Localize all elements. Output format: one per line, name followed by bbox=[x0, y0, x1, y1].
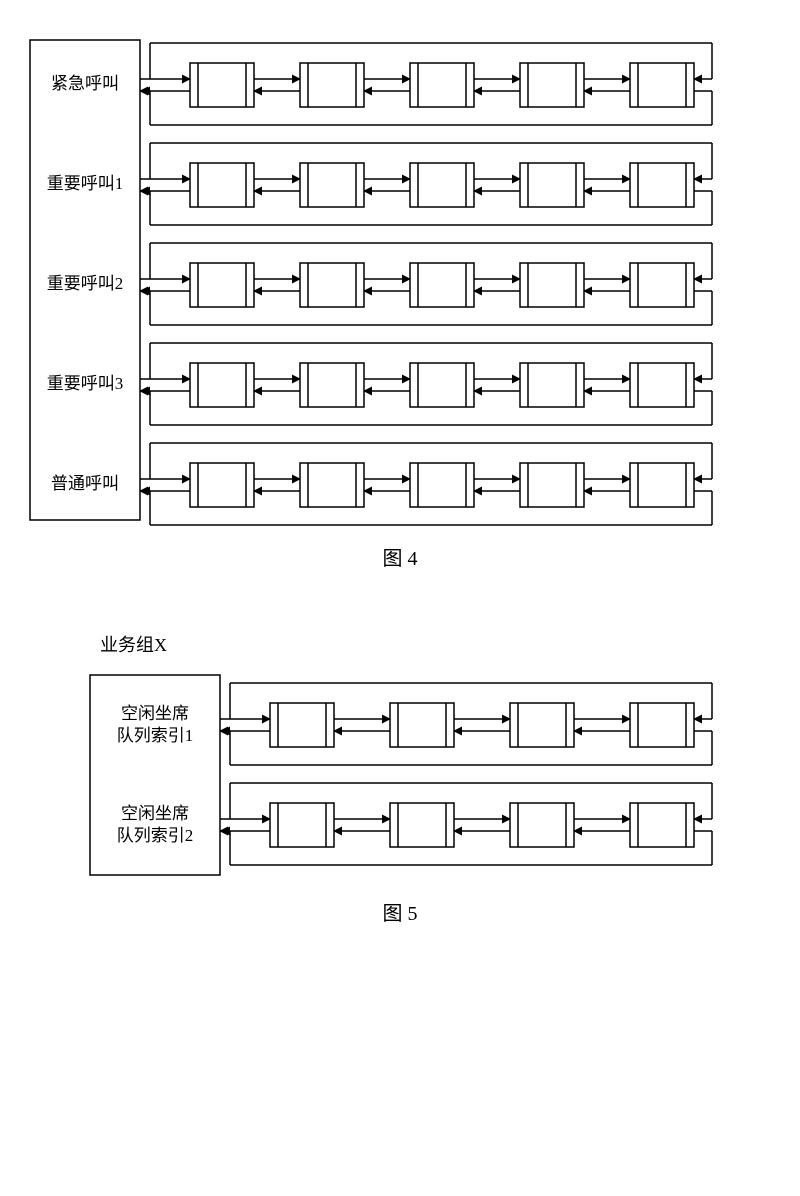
svg-text:空闲坐席: 空闲坐席 bbox=[121, 704, 189, 723]
figure-5-svg: 空闲坐席队列索引1空闲坐席队列索引2 bbox=[20, 665, 780, 885]
svg-text:队列索引2: 队列索引2 bbox=[117, 826, 194, 845]
svg-text:空闲坐席: 空闲坐席 bbox=[121, 804, 189, 823]
svg-text:重要呼叫3: 重要呼叫3 bbox=[47, 374, 124, 393]
figure-5-diagram: 空闲坐席队列索引1空闲坐席队列索引2 bbox=[20, 665, 780, 885]
svg-text:普通呼叫: 普通呼叫 bbox=[51, 474, 119, 493]
figure-4-diagram: 紧急呼叫重要呼叫1 重要呼叫2 重要呼叫3 普通呼叫 bbox=[20, 30, 780, 530]
svg-text:紧急呼叫: 紧急呼叫 bbox=[51, 74, 119, 93]
svg-text:重要呼叫2: 重要呼叫2 bbox=[47, 274, 124, 293]
figure-4-caption: 图 4 bbox=[20, 542, 780, 571]
svg-text:重要呼叫1: 重要呼叫1 bbox=[47, 174, 124, 193]
figure-5-caption: 图 5 bbox=[20, 897, 780, 926]
figure-5-title: 业务组X bbox=[100, 631, 780, 657]
figure-5: 业务组X 空闲坐席队列索引1空闲坐席队列索引2 图 5 bbox=[20, 631, 780, 926]
figure-4: 紧急呼叫重要呼叫1 重要呼叫2 重要呼叫3 普通呼叫 图 4 bbox=[20, 30, 780, 571]
figure-4-svg: 紧急呼叫重要呼叫1 重要呼叫2 重要呼叫3 普通呼叫 bbox=[20, 30, 780, 530]
svg-text:队列索引1: 队列索引1 bbox=[117, 726, 194, 745]
